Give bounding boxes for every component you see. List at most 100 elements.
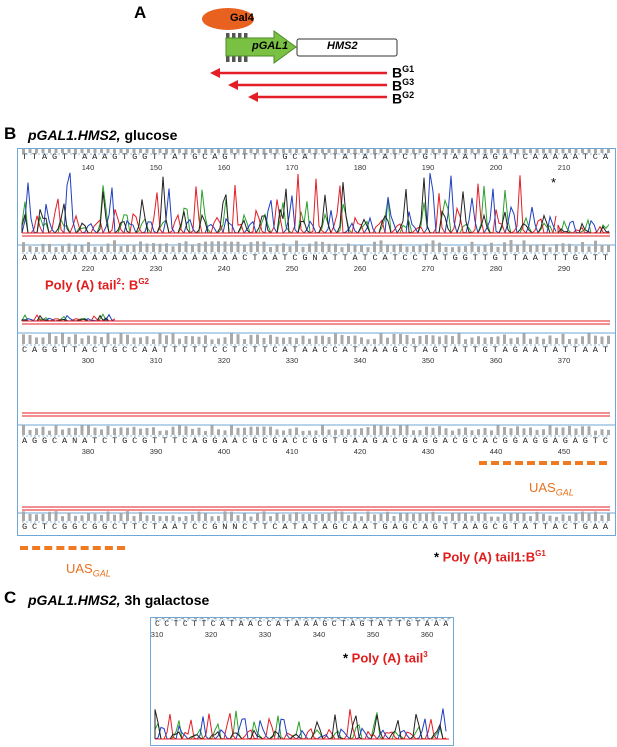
quality-bar xyxy=(291,618,295,619)
quality-bar xyxy=(191,336,194,344)
quality-bar xyxy=(145,428,149,435)
quality-bar xyxy=(262,241,266,252)
quality-bar xyxy=(373,514,376,521)
quality-bar xyxy=(490,430,493,435)
tick-label: 360 xyxy=(489,356,503,365)
chromatogram-traces-b xyxy=(18,149,615,523)
quality-bar xyxy=(483,427,487,435)
quality-bar xyxy=(80,515,84,521)
quality-bar xyxy=(249,149,253,153)
quality-bar xyxy=(363,618,366,619)
quality-bar xyxy=(165,515,168,521)
quality-bar xyxy=(607,429,610,435)
tick-label: 240 xyxy=(217,264,231,273)
quality-bar xyxy=(301,246,305,252)
tick-label: 200 xyxy=(489,163,503,172)
sequence-row-5: G C T C G G C G G C T T C T A A T C C G … xyxy=(22,522,611,532)
tick-label: 280 xyxy=(489,264,503,273)
quality-bar xyxy=(223,511,227,521)
quality-bar xyxy=(35,246,38,252)
quality-bar xyxy=(451,430,454,435)
quality-bar xyxy=(431,149,435,153)
quality-bar xyxy=(503,427,506,435)
quality-bar xyxy=(194,618,197,619)
trace-line xyxy=(21,172,557,234)
quality-bar xyxy=(418,430,422,435)
quality-bar xyxy=(48,333,51,344)
tick-label: 310 xyxy=(149,356,163,365)
quality-bar xyxy=(217,515,220,521)
quality-bar xyxy=(360,149,363,153)
quality-bar xyxy=(22,149,25,153)
quality-bar xyxy=(490,149,493,153)
quality-bar xyxy=(67,149,71,153)
quality-bar xyxy=(490,516,493,521)
quality-bar xyxy=(308,513,311,521)
panel-c-title: pGAL1.HMS2, 3h galactose xyxy=(28,592,210,608)
quality-bar xyxy=(275,429,279,435)
promoter-label: pGAL1 xyxy=(252,40,289,52)
quality-bar xyxy=(607,513,610,521)
quality-bar xyxy=(405,513,409,521)
quality-bar xyxy=(438,149,441,153)
quality-bar xyxy=(542,149,545,153)
quality-bar xyxy=(126,149,129,153)
quality-bar xyxy=(295,338,298,344)
quality-bar xyxy=(386,426,389,435)
quality-bar xyxy=(412,338,415,344)
quality-bar xyxy=(516,245,519,252)
quality-bar xyxy=(223,241,227,252)
quality-bar xyxy=(470,337,474,344)
quality-bar xyxy=(360,516,363,521)
quality-bar xyxy=(516,337,519,344)
quality-bar xyxy=(275,336,279,344)
quality-bar xyxy=(67,336,71,344)
quality-bar xyxy=(223,149,227,153)
quality-bar xyxy=(340,511,344,521)
quality-bar xyxy=(304,618,308,619)
quality-bar xyxy=(529,338,532,344)
quality-bar xyxy=(41,337,45,344)
panel-c-letter: C xyxy=(4,588,17,607)
quality-bar xyxy=(438,426,441,435)
chromatogram-traces-c xyxy=(154,618,451,740)
quality-bar xyxy=(555,427,558,435)
quality-bar xyxy=(418,512,422,521)
quality-bar xyxy=(113,428,116,435)
quality-bar xyxy=(308,338,311,344)
quality-bar xyxy=(41,513,45,521)
quality-bar xyxy=(282,337,285,344)
quality-bar xyxy=(402,618,405,619)
quality-bar xyxy=(54,336,58,344)
star-marker: * xyxy=(551,175,557,190)
quality-bar xyxy=(178,516,181,521)
tick-label: 340 xyxy=(312,630,326,639)
quality-bar xyxy=(48,430,51,435)
quality-bar xyxy=(555,337,558,344)
quality-bar xyxy=(321,241,324,252)
quality-bar xyxy=(210,516,214,521)
quality-bar xyxy=(457,333,461,344)
uas-label-left: UASGAL xyxy=(66,561,111,579)
quality-bar xyxy=(509,240,513,252)
quality-bar xyxy=(197,427,201,435)
quality-bar xyxy=(327,429,331,435)
quality-bar xyxy=(561,149,565,153)
quality-bar xyxy=(132,149,136,153)
quality-bar xyxy=(152,427,155,435)
quality-bar xyxy=(444,246,448,252)
quality-bar xyxy=(470,430,474,435)
tick-label: 210 xyxy=(557,163,571,172)
quality-bar xyxy=(184,515,188,521)
quality-bar xyxy=(236,241,240,252)
quality-bar xyxy=(451,247,454,252)
quality-bar xyxy=(308,243,311,252)
quality-bar xyxy=(223,430,227,435)
quality-bar xyxy=(483,149,487,153)
gal4-label: Gal4 xyxy=(230,12,254,24)
quality-bar xyxy=(594,430,597,435)
quality-bar xyxy=(522,513,526,521)
quality-bar xyxy=(607,244,610,252)
tick-label: 320 xyxy=(217,356,231,365)
quality-bar xyxy=(353,428,357,435)
